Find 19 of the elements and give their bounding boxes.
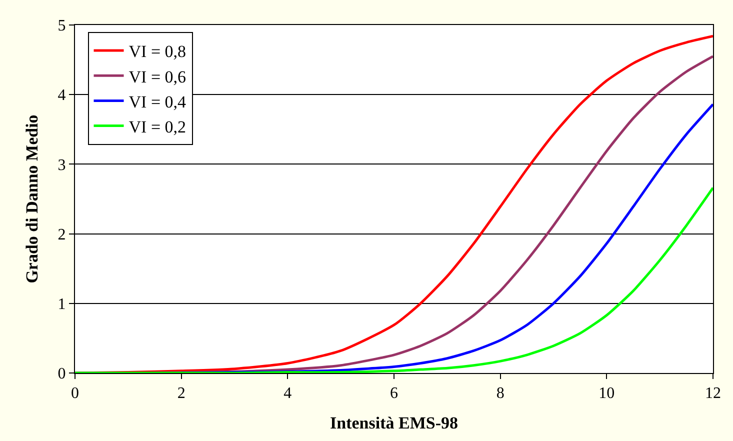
y-tick-label: 5 (58, 18, 66, 35)
y-tick-label: 3 (58, 156, 66, 174)
y-tick-label: 1 (58, 296, 66, 313)
legend-label: VI = 0,8 (128, 42, 186, 62)
x-axis-title: Intensità EMS-98 (330, 414, 458, 433)
x-tick-label: 4 (284, 385, 292, 402)
y-tick-label: 4 (58, 87, 66, 104)
x-tick-label: 10 (598, 385, 615, 402)
x-tick-label: 12 (705, 385, 721, 402)
x-tick-label: 8 (496, 385, 504, 402)
y-tick-label: 0 (58, 366, 66, 383)
x-tick-label: 2 (177, 385, 186, 402)
x-tick-label: 0 (71, 385, 79, 402)
x-tick-label: 6 (390, 385, 398, 402)
y-axis-title: Grado di Danno Medio (22, 114, 42, 284)
legend-label: VI = 0,2 (128, 117, 186, 136)
legend-label: VI = 0,4 (128, 92, 187, 112)
legend-label: VI = 0,6 (128, 67, 186, 86)
y-tick-label: 2 (58, 226, 66, 244)
